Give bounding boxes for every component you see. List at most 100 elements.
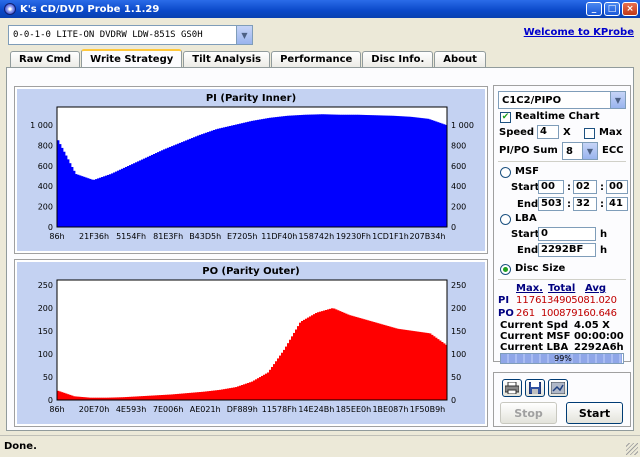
maximize-icon[interactable]: □: [604, 2, 620, 16]
msf-end-sec[interactable]: 32: [573, 197, 597, 211]
tab-performance[interactable]: Performance: [271, 51, 362, 67]
pi-bar: [181, 142, 184, 227]
pi-bar: [385, 115, 388, 227]
msf-start-frame[interactable]: 00: [606, 180, 628, 194]
ecc-label: ECC: [602, 145, 624, 156]
pi-y-tick-left: 400: [38, 182, 53, 191]
po-stat-max: 261: [516, 308, 536, 319]
status-text: Done.: [4, 441, 37, 452]
stop-button[interactable]: Stop: [500, 402, 557, 424]
pi-bar: [125, 166, 128, 227]
lba-start-input[interactable]: 0: [538, 227, 596, 241]
po-bar: [257, 378, 260, 400]
po-bar: [381, 324, 384, 400]
po-bar: [299, 322, 302, 400]
pi-bar: [213, 129, 216, 227]
pi-x-tick: 19230Fh: [336, 232, 371, 241]
disc-size-radio[interactable]: [500, 264, 511, 275]
pi-bar: [251, 120, 254, 227]
po-bar: [353, 316, 356, 400]
po-bar: [385, 325, 388, 400]
resize-grip[interactable]: [626, 443, 638, 455]
max-checkbox[interactable]: [584, 128, 595, 139]
pi-bar: [129, 165, 132, 227]
po-bar: [241, 385, 244, 400]
tab-disc-info[interactable]: Disc Info.: [362, 51, 434, 67]
pi-bar: [403, 116, 406, 227]
pi-bar: [173, 145, 176, 227]
po-bar: [349, 315, 352, 400]
print-button[interactable]: [502, 379, 522, 397]
pi-bar: [355, 114, 358, 227]
po-bar: [155, 395, 158, 400]
msf-end-min[interactable]: 503: [538, 197, 564, 211]
current-spd-value: 4.05 X: [574, 320, 610, 331]
po-bar: [135, 396, 138, 400]
msf-end-frame[interactable]: 41: [606, 197, 628, 211]
po-bar: [325, 309, 328, 400]
pi-bar: [257, 119, 260, 227]
po-x-tick: AE021h: [190, 405, 221, 414]
chevron-down-icon[interactable]: ▼: [236, 26, 252, 44]
pi-bar: [437, 122, 440, 227]
realtime-chart-checkbox[interactable]: ✔: [500, 112, 511, 123]
speed-unit: X: [563, 127, 571, 138]
pi-bar: [175, 144, 178, 227]
pi-bar: [421, 118, 424, 227]
pi-bar: [389, 115, 392, 227]
pi-bar: [193, 137, 196, 227]
pi-bar: [133, 163, 136, 227]
save-button[interactable]: [525, 379, 545, 397]
drive-select[interactable]: 0-0-1-0 LITE-ON DVDRW LDW-851S GS0H ▼: [8, 25, 253, 45]
lba-end-input[interactable]: 2292BF: [538, 243, 596, 257]
pi-bar: [75, 174, 78, 227]
lba-radio[interactable]: [500, 214, 511, 225]
pi-y-tick-left: 800: [38, 141, 53, 150]
pi-chart-title: PI (Parity Inner): [205, 93, 297, 104]
tab-about[interactable]: About: [434, 51, 486, 67]
pi-x-tick: 21F36h: [79, 232, 109, 241]
po-bar: [407, 330, 410, 400]
pi-bar: [115, 171, 118, 227]
msf-start-min[interactable]: 00: [538, 180, 564, 194]
po-bar: [161, 395, 164, 400]
tab-tilt-analysis[interactable]: Tilt Analysis: [183, 51, 271, 67]
mode-select[interactable]: C1C2/PIPO ▼: [498, 91, 626, 109]
pi-bar: [419, 117, 422, 227]
speed-input[interactable]: 4: [537, 125, 559, 139]
pi-bar: [295, 115, 298, 227]
pi-bar: [311, 114, 314, 227]
start-button[interactable]: Start: [566, 402, 623, 424]
po-bar: [439, 340, 442, 400]
pipo-sum-select[interactable]: 8 ▼: [562, 142, 598, 160]
pi-bar: [293, 115, 296, 227]
po-bar: [203, 391, 206, 400]
po-bar: [235, 387, 238, 400]
pi-bar: [243, 122, 246, 227]
separator: [498, 279, 626, 280]
save-image-button[interactable]: [548, 379, 568, 397]
po-bar: [255, 379, 258, 400]
po-bar: [139, 396, 142, 400]
chevron-down-icon[interactable]: ▼: [610, 92, 625, 108]
po-bar: [221, 389, 224, 400]
po-bar: [89, 397, 92, 400]
msf-start-sec[interactable]: 02: [573, 180, 597, 194]
pi-bar: [185, 140, 188, 227]
po-bar: [289, 339, 292, 400]
tab-write-strategy[interactable]: Write Strategy: [81, 49, 183, 67]
po-bar: [297, 326, 300, 400]
chevron-down-icon[interactable]: ▼: [582, 143, 597, 159]
msf-radio[interactable]: [500, 167, 511, 178]
pi-bar: [169, 146, 172, 227]
welcome-link[interactable]: Welcome to KProbe: [523, 27, 634, 38]
po-bar: [365, 319, 368, 400]
tab-raw-cmd[interactable]: Raw Cmd: [10, 51, 81, 67]
po-bar: [151, 395, 154, 400]
minimize-icon[interactable]: _: [586, 2, 602, 16]
pi-bar: [325, 114, 328, 227]
po-bar: [383, 324, 386, 400]
pi-bar: [417, 117, 420, 227]
po-bar: [247, 382, 250, 400]
close-icon[interactable]: ×: [622, 2, 638, 16]
